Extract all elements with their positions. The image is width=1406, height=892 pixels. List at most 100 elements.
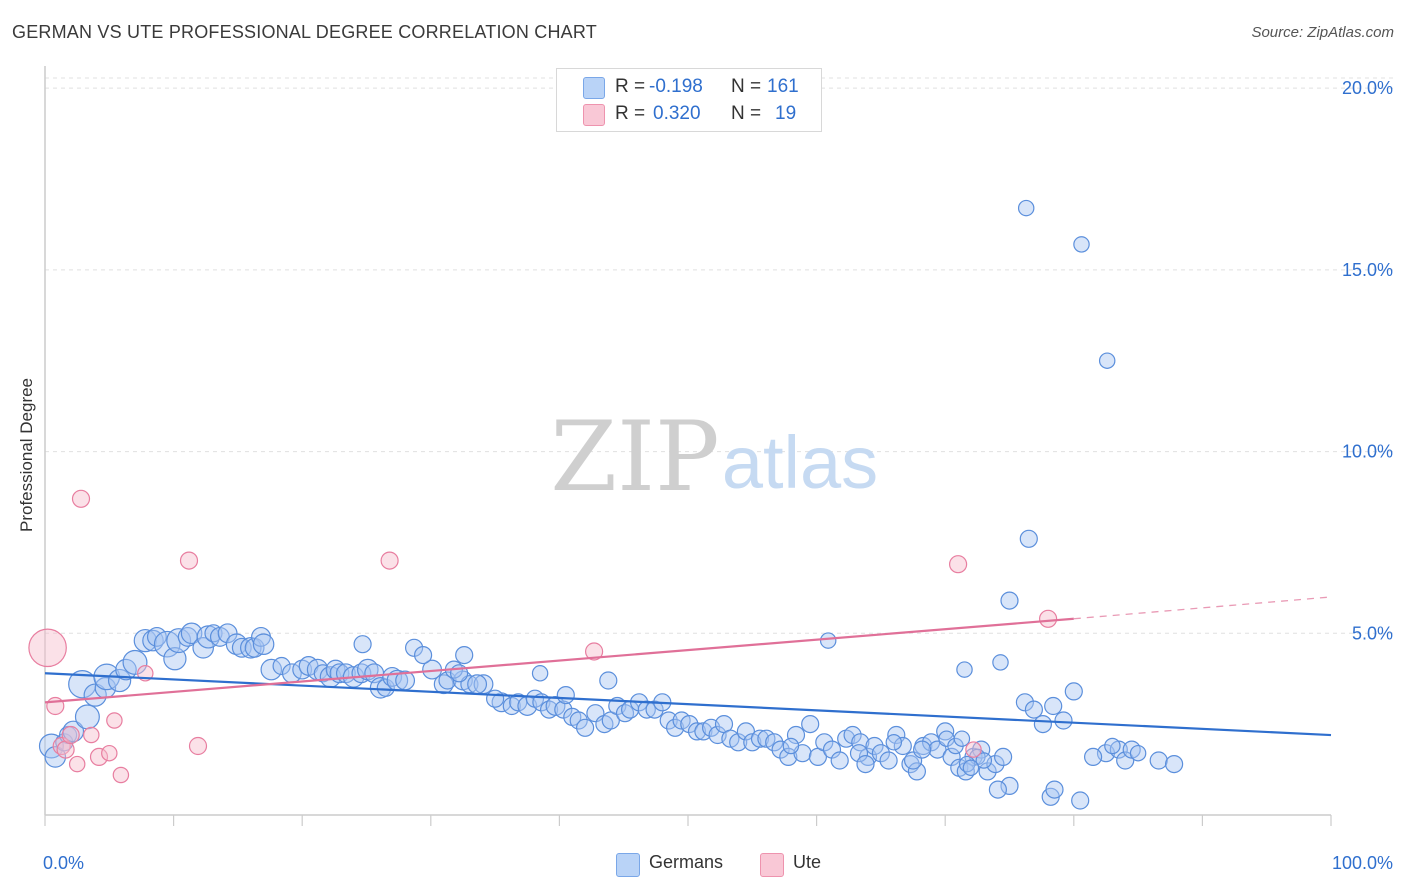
point-germans [272, 656, 291, 676]
point-germans [765, 733, 784, 752]
legend-row-germans: R = -0.198 N = 161 [557, 74, 821, 100]
point-ute [71, 489, 91, 508]
grid-layer [45, 77, 1395, 634]
point-germans [414, 645, 433, 665]
point-germans [438, 671, 457, 690]
point-germans [962, 759, 980, 777]
point-ute [1038, 609, 1058, 628]
point-germans [252, 633, 275, 655]
point-germans [849, 744, 869, 763]
point-germans [871, 744, 891, 763]
point-germans [1098, 352, 1116, 369]
points-layer [28, 199, 1184, 810]
point-germans [539, 700, 559, 719]
point-germans [993, 747, 1013, 767]
point-germans [486, 689, 505, 708]
point-ute [101, 744, 118, 762]
point-germans [953, 730, 971, 747]
point-germans [1033, 714, 1053, 734]
point-germans [313, 664, 332, 683]
point-germans [1045, 780, 1064, 799]
point-germans [736, 722, 756, 741]
point-germans [1083, 747, 1103, 767]
legend-n-label: N = [731, 103, 762, 124]
point-germans [615, 704, 635, 723]
point-ute [61, 725, 80, 745]
point-germans [292, 659, 313, 680]
point-germans [1149, 751, 1168, 770]
point-germans [815, 733, 834, 752]
point-germans [771, 740, 790, 759]
point-ute [68, 755, 86, 773]
point-ute [584, 642, 604, 661]
legend-n-value-ute: 19 [775, 103, 797, 124]
point-germans [180, 622, 203, 645]
point-germans [1024, 700, 1044, 719]
watermark-atlas: atlas [722, 421, 878, 504]
point-germans [260, 658, 283, 681]
legend-row-ute: R = 0.320 N = 19 [557, 101, 821, 127]
x-tick-label-min: 0.0% [43, 853, 84, 873]
watermark-zip: ZIP [550, 401, 719, 513]
point-germans [122, 649, 148, 675]
point-germans [575, 718, 595, 737]
point-germans [1071, 791, 1090, 810]
point-germans [843, 725, 862, 745]
point-ute [112, 766, 130, 784]
point-germans [1129, 744, 1147, 762]
point-ute [179, 551, 199, 570]
point-germans [1000, 591, 1019, 610]
point-germans [1116, 751, 1135, 770]
y-tick-label: 20.0% [1342, 78, 1393, 98]
point-ute [188, 736, 208, 756]
point-germans [865, 736, 884, 756]
point-germans [1164, 754, 1184, 774]
point-germans [750, 729, 770, 748]
point-ute [965, 741, 982, 758]
point-ute [89, 747, 109, 767]
point-germans [975, 752, 993, 769]
point-germans [531, 665, 549, 682]
point-ute [28, 628, 67, 668]
legend-swatch-ute [583, 104, 605, 126]
point-germans [907, 762, 927, 781]
point-germans [992, 654, 1009, 671]
trend-line-ute [44, 617, 1074, 704]
point-germans [912, 740, 932, 759]
point-germans [782, 737, 800, 755]
point-germans [801, 714, 820, 734]
point-germans [353, 635, 372, 654]
point-germans [204, 624, 223, 643]
legend-swatch-germans [583, 77, 605, 99]
point-germans [1073, 236, 1090, 253]
watermark: ZIP atlas [550, 401, 878, 513]
legend-r-value-ute: 0.320 [653, 103, 701, 124]
point-germans [599, 671, 618, 690]
point-germans [44, 746, 67, 768]
point-germans [1044, 696, 1063, 716]
point-germans [879, 751, 898, 770]
point-germans [107, 668, 132, 693]
point-germans [956, 661, 973, 678]
tick-label-layer: 5.0% 10.0% 15.0% 20.0% 0.0% 100.0% [43, 78, 1393, 873]
point-germans [786, 725, 806, 745]
point-germans [74, 704, 100, 730]
point-germans [885, 734, 903, 751]
point-germans [569, 711, 588, 730]
point-germans [217, 623, 238, 644]
point-ute [380, 551, 399, 570]
point-germans [1054, 711, 1073, 730]
point-germans [467, 674, 488, 695]
point-germans [779, 747, 798, 767]
point-germans [455, 645, 474, 665]
point-germans [225, 633, 248, 655]
point-germans [856, 754, 875, 774]
trend-line-germans [44, 672, 1332, 737]
legend-r-value-germans: -0.198 [649, 76, 703, 97]
point-germans [192, 636, 214, 659]
point-germans [687, 722, 707, 741]
point-germans [988, 780, 1008, 799]
bottom-legend-swatch-ute [760, 853, 784, 877]
point-germans [645, 700, 664, 719]
